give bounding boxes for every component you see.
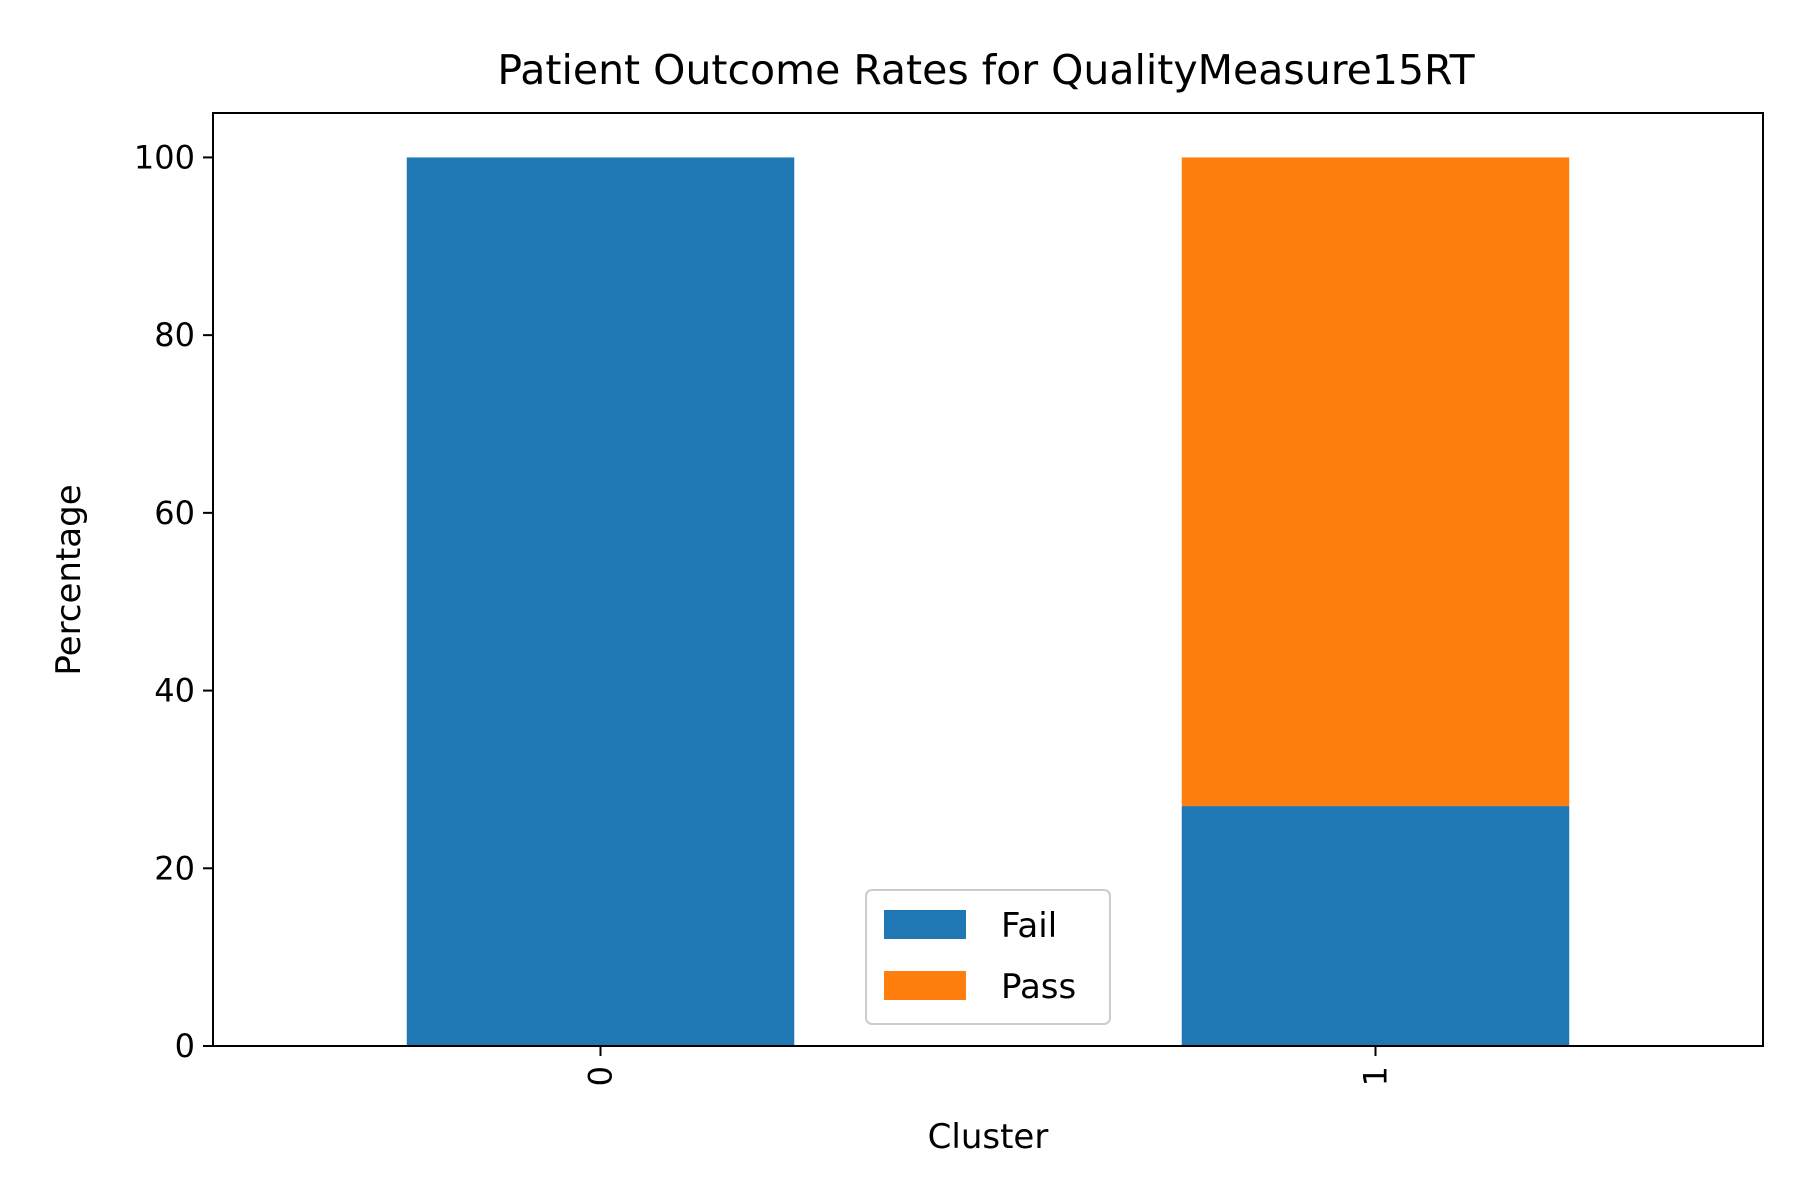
y-axis-ticks: 0 20 40 60 80 100 xyxy=(134,138,213,1065)
x-tick-label: 1 xyxy=(1357,1066,1395,1086)
y-tick-label: 80 xyxy=(154,316,195,354)
bar-pass-cluster-1 xyxy=(1181,157,1570,807)
x-tick-label: 0 xyxy=(582,1066,620,1086)
bar-fail-cluster-1 xyxy=(1181,806,1570,1046)
legend-swatch-pass xyxy=(884,971,966,1000)
x-axis-label: Cluster xyxy=(928,1117,1049,1157)
y-tick-label: 100 xyxy=(134,138,195,176)
bar-fail-cluster-0 xyxy=(406,157,795,1046)
bars-group xyxy=(406,157,1570,1046)
legend: Fail Pass xyxy=(865,889,1111,1025)
legend-label-pass: Pass xyxy=(1001,967,1076,1007)
y-tick-label: 60 xyxy=(154,494,195,532)
legend-label-fail: Fail xyxy=(1001,906,1057,946)
y-axis-label: Percentage xyxy=(49,484,89,675)
plot-frame xyxy=(212,112,1764,1047)
y-tick-label: 20 xyxy=(154,849,195,887)
chart-title: Patient Outcome Rates for QualityMeasure… xyxy=(497,46,1475,94)
legend-swatch-fail xyxy=(884,910,966,939)
y-tick-label: 0 xyxy=(175,1027,195,1065)
y-tick-label: 40 xyxy=(154,672,195,710)
